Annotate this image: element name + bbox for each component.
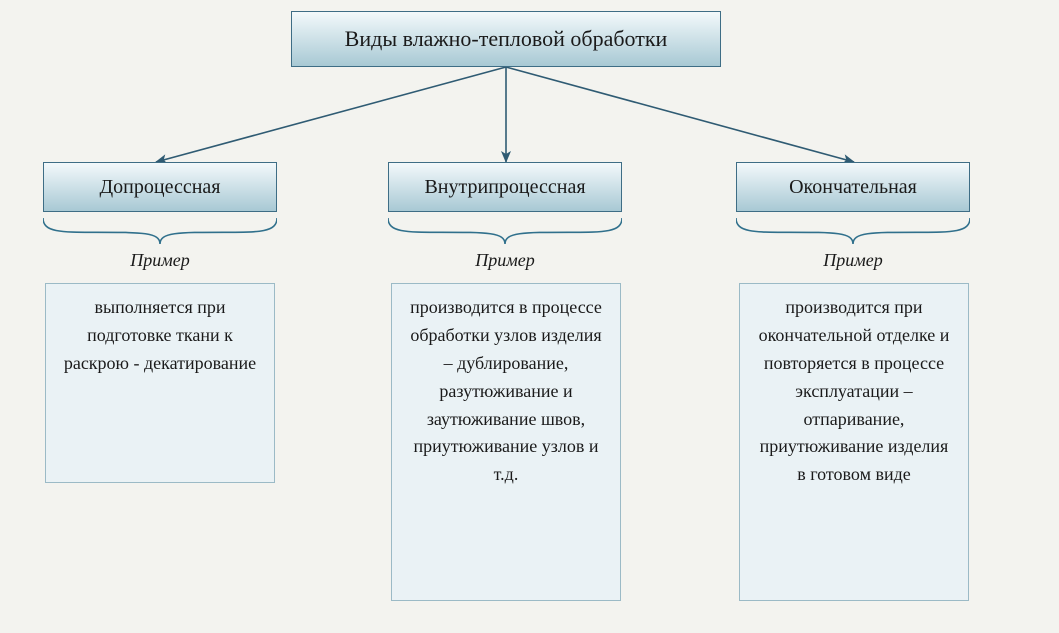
brace-left xyxy=(43,218,277,244)
brace-right xyxy=(736,218,970,244)
example-label-right: Пример xyxy=(736,250,970,271)
branch-label: Окончательная xyxy=(789,176,917,199)
arrow-right xyxy=(506,67,854,162)
arrow-left xyxy=(156,67,506,162)
desc-text: производится при окончательной отделке и… xyxy=(759,297,950,484)
desc-text: выполняется при подготовке ткани к раскр… xyxy=(64,297,256,373)
branch-label: Внутрипроцессная xyxy=(424,176,585,199)
branch-node-middle: Внутрипроцессная xyxy=(388,162,622,212)
desc-text: производится в процессе обработки узлов … xyxy=(410,297,602,484)
desc-box-middle: производится в процессе обработки узлов … xyxy=(391,283,621,601)
root-node: Виды влажно-тепловой обработки xyxy=(291,11,721,67)
example-label-left: Пример xyxy=(43,250,277,271)
branch-label: Допроцессная xyxy=(100,176,221,199)
branch-node-right: Окончательная xyxy=(736,162,970,212)
example-label-middle: Пример xyxy=(388,250,622,271)
desc-box-right: производится при окончательной отделке и… xyxy=(739,283,969,601)
root-label: Виды влажно-тепловой обработки xyxy=(345,26,668,52)
desc-box-left: выполняется при подготовке ткани к раскр… xyxy=(45,283,275,483)
brace-middle xyxy=(388,218,622,244)
branch-node-left: Допроцессная xyxy=(43,162,277,212)
